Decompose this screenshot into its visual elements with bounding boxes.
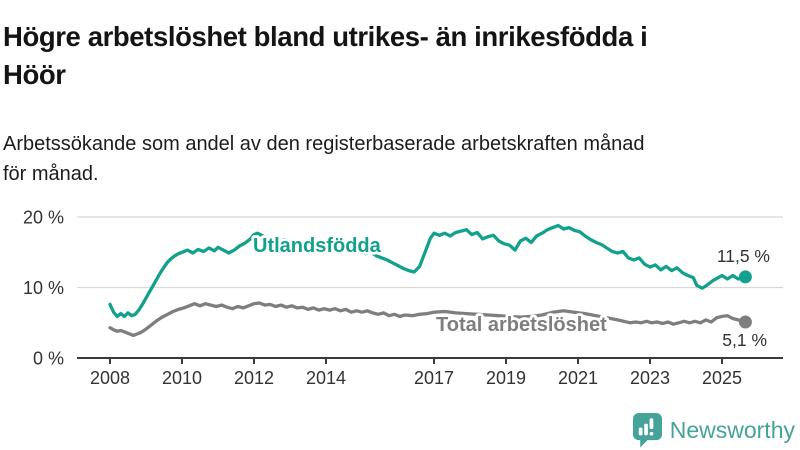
series-label-utlandsfodda: Utlandsfödda [253,235,382,257]
x-axis-tick-label: 2012 [234,368,274,388]
y-axis-tick-label: 0 % [33,349,64,369]
x-axis-tick-label: 2019 [486,368,526,388]
x-axis-tick-label: 2023 [630,368,670,388]
series-line-utlandsfodda [108,223,748,319]
y-axis-tick-label: 20 % [23,208,64,228]
x-axis-tick-label: 2021 [558,368,598,388]
end-dot-total-arbetsloshet [738,315,752,329]
x-axis-tick-label: 2014 [306,368,346,388]
newsworthy-logo-icon [632,413,662,448]
brand-name: Newsworthy [669,416,795,443]
x-axis-tick-label: 2017 [414,368,454,388]
y-axis-tick-label: 10 % [23,278,64,298]
series-line-total-arbetsloshet [108,301,748,338]
end-value-label-utlandsfodda: 11,5 % [717,246,770,266]
x-axis-tick-label: 2025 [702,368,742,388]
chart-title: Högre arbetslöshet bland utrikes- än inr… [3,21,648,91]
x-axis-tick-label: 2010 [162,368,202,388]
chart-subtitle: Arbetssökande som andel av den registerb… [3,133,645,185]
x-axis-tick-label: 2008 [90,368,130,388]
newsworthy-logo[interactable]: Newsworthy [632,412,795,448]
series-label-total-arbetsloshet: Total arbetslöshet [436,314,607,336]
line-chart: 0 % 10 % 20 % 2008 2010 2012 2014 2017 2019 2021 2… [23,208,783,388]
end-dot-utlandsfodda [738,270,752,284]
end-value-label-total-arbetsloshet: 5,1 % [722,330,767,350]
